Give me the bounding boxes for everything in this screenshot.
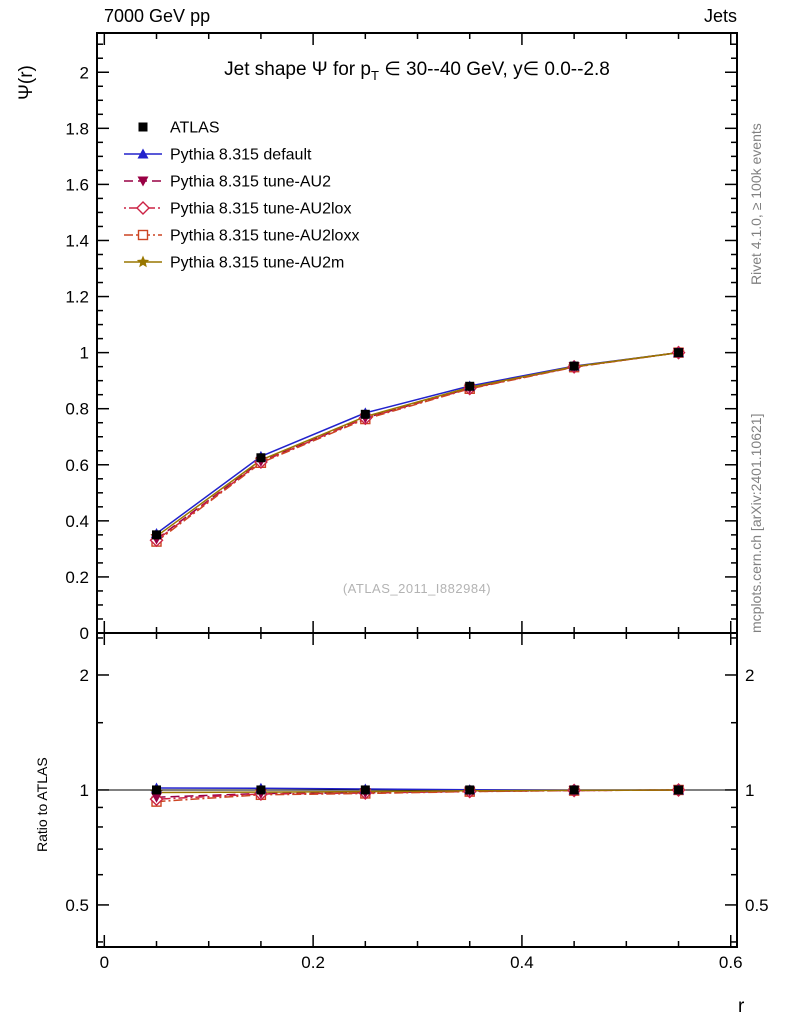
legend-label-pythia-8-315-tune-au2m: Pythia 8.315 tune-AU2m [170, 255, 344, 272]
beam-energy-label: 7000 GeV pp [104, 6, 211, 26]
series-marker-atlas-main [256, 453, 266, 463]
legend-marker-pythia-8-315-tune-au2lox [136, 201, 150, 215]
legend-marker-pythia-8-315-tune-au2loxx [137, 229, 149, 241]
tick-label: 2 [80, 63, 89, 82]
series-marker-atlas-ratio [465, 785, 475, 795]
tick-label: 0.4 [510, 953, 534, 972]
legend-marker-pythia-8-315-tune-au2m [136, 255, 150, 268]
legend-label-pythia-8-315-default: Pythia 8.315 default [170, 147, 312, 164]
tick-label: 0.2 [301, 953, 325, 972]
tick-label: 2 [745, 666, 754, 685]
ratio-axis-title: Ratio to ATLAS [34, 757, 50, 852]
tick-label: 0.5 [65, 896, 89, 915]
tick-label: 0.2 [65, 568, 89, 587]
plot-title-subscript: T [370, 67, 379, 83]
analysis-group-label: Jets [703, 6, 737, 26]
series-line-pythia-8-315-tune-au2loxx-ratio [156, 789, 679, 803]
series-line-pythia-8-315-tune-au2-main [156, 351, 679, 540]
series-line-pythia-8-315-default-main [156, 351, 679, 535]
series-marker-atlas-ratio [256, 785, 266, 795]
tick-label: 2 [80, 666, 89, 685]
plot-title-prefix: Jet shape Ψ for p [224, 59, 371, 80]
legend-marker-atlas [138, 122, 148, 132]
legend-label-pythia-8-315-tune-au2loxx: Pythia 8.315 tune-AU2loxx [170, 228, 359, 245]
x-axis-title: r [738, 996, 745, 1017]
series-marker-atlas-main [674, 348, 684, 358]
series-marker-atlas-main [152, 530, 162, 540]
tick-label: 0 [100, 953, 109, 972]
series-line-pythia-8-315-tune-au2m-ratio [156, 789, 679, 794]
series-marker-atlas-ratio [569, 785, 579, 795]
tick-label: 0.8 [65, 400, 89, 419]
legend-label-atlas: ATLAS [170, 120, 220, 137]
series-marker-atlas-main [360, 409, 370, 419]
tick-label: 0 [80, 624, 89, 643]
tick-label: 1.4 [65, 231, 89, 250]
y-axis-title: Ψ(r) [16, 65, 37, 100]
plot-title-suffix: ∈ 30--40 GeV, y∈ 0.0--2.8 [378, 59, 610, 80]
series-line-pythia-8-315-tune-au2m-main [156, 351, 679, 537]
series-line-pythia-8-315-tune-au2lox-main [156, 351, 679, 541]
series-line-pythia-8-315-tune-au2loxx-main [156, 351, 679, 543]
legend-label-pythia-8-315-tune-au2lox: Pythia 8.315 tune-AU2lox [170, 201, 351, 218]
series-marker-atlas-ratio [152, 785, 162, 795]
tick-label: 0.4 [65, 512, 89, 531]
plot-title: Jet shape Ψ for pT ∈ 30--40 GeV, y∈ 0.0-… [97, 58, 737, 83]
series-marker-atlas-ratio [674, 785, 684, 795]
tick-label: 1.2 [65, 288, 89, 307]
legend-marker-pythia-8-315-default [137, 148, 149, 159]
rivet-version-label: Rivet 4.1.0, ≥ 100k events [748, 123, 764, 285]
tick-label: 1.8 [65, 119, 89, 138]
tick-label: 0.5 [745, 896, 769, 915]
tick-label: 1 [745, 781, 754, 800]
legend-marker-pythia-8-315-tune-au2 [137, 176, 149, 187]
ratio-panel-frame [96, 632, 738, 948]
series-marker-pythia-8-315-tune-au2-ratio [151, 792, 163, 803]
series-marker-atlas-ratio [360, 785, 370, 795]
tick-label: 1 [80, 344, 89, 363]
tick-label: 1 [80, 781, 89, 800]
tick-label: 0.6 [65, 456, 89, 475]
series-marker-atlas-main [465, 381, 475, 391]
series-marker-atlas-main [569, 361, 579, 371]
mcplots-credit-label: mcplots.cern.ch [arXiv:2401.10621] [748, 413, 764, 633]
analysis-id-watermark: (ATLAS_2011_I882984) [342, 581, 492, 596]
tick-label: 1.6 [65, 175, 89, 194]
tick-label: 0.6 [719, 953, 743, 972]
legend-label-pythia-8-315-tune-au2: Pythia 8.315 tune-AU2 [170, 174, 331, 191]
